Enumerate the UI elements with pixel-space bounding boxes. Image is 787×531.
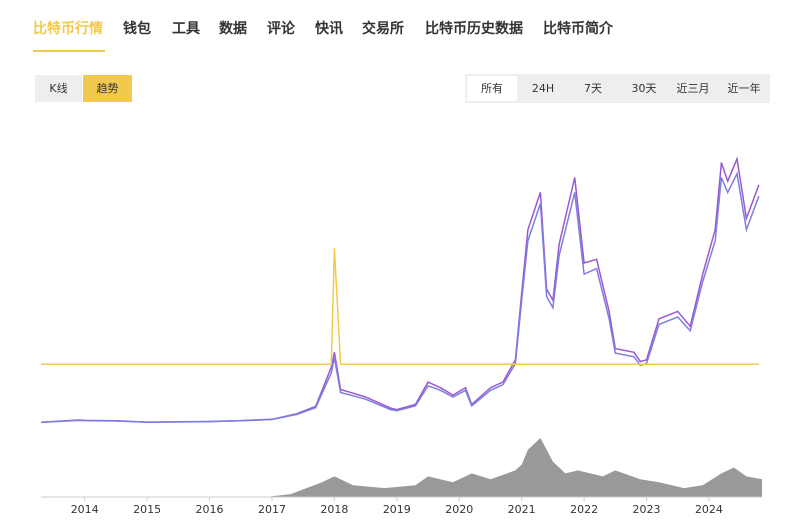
volume-area [41,438,762,497]
x-tick-label: 2019 [383,503,411,516]
range-button[interactable]: 30天 [631,82,657,95]
nav-tab[interactable]: 比特币历史数据 [425,21,523,37]
price-line [41,248,759,365]
range-button[interactable]: 7天 [584,82,602,95]
view-button[interactable]: 趋势 [83,75,132,102]
x-tick-label: 2020 [445,503,473,516]
nav-tab[interactable]: 比特币简介 [543,21,613,37]
x-tick-label: 2024 [695,503,723,516]
nav-tab[interactable]: 交易所 [362,21,404,37]
x-tick-label: 2023 [633,503,661,516]
price-line [40,156,760,424]
x-tick-label: 2014 [71,503,99,516]
view-button[interactable]: K线 [35,75,82,102]
x-tick-label: 2022 [570,503,598,516]
range-button[interactable]: 近三月 [676,82,710,95]
x-tick-label: 2021 [508,503,536,516]
range-button[interactable]: 近一年 [727,82,761,95]
x-tick-label: 2017 [258,503,286,516]
x-tick-label: 2016 [196,503,224,516]
nav-tab[interactable]: 快讯 [315,21,343,37]
nav-tab[interactable]: 比特币行情 [33,21,103,37]
x-tick-label: 2015 [133,503,161,516]
nav-tab[interactable]: 评论 [267,21,295,37]
range-button[interactable]: 所有 [467,76,517,101]
tab-underline [33,50,105,52]
nav-tab[interactable]: 工具 [172,21,200,37]
nav-tab[interactable]: 钱包 [123,21,151,37]
price-line [40,171,760,424]
range-button[interactable]: 24H [531,82,555,95]
x-tick-label: 2018 [320,503,348,516]
nav-tab[interactable]: 数据 [219,21,247,37]
